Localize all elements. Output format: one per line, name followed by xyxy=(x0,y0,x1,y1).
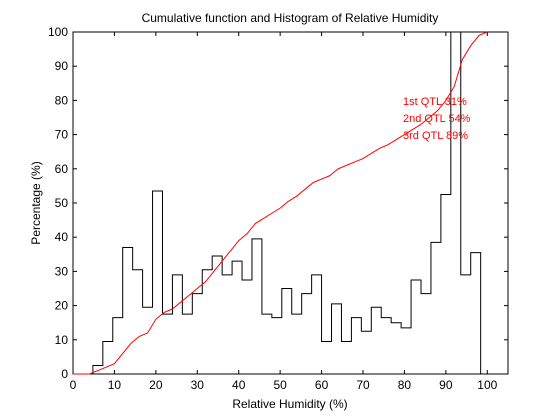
y-tick-label: 60 xyxy=(55,162,69,176)
histogram-bar xyxy=(302,294,312,374)
x-tick-label: 60 xyxy=(315,378,329,392)
histogram-bar xyxy=(332,304,342,374)
cumulative-line xyxy=(73,31,488,375)
histogram-bar xyxy=(93,365,103,374)
histogram-bar xyxy=(341,342,351,374)
x-tick-label: 0 xyxy=(70,378,77,392)
histogram-bar xyxy=(123,247,133,374)
histogram-bar xyxy=(371,307,381,374)
x-axis-label: Relative Humidity (%) xyxy=(232,397,347,411)
histogram-series xyxy=(92,31,491,375)
histogram-bar xyxy=(222,275,232,374)
histogram-bar xyxy=(143,307,153,374)
histogram-bar xyxy=(262,314,272,374)
y-tick-label: 50 xyxy=(55,196,69,210)
histogram-bar xyxy=(182,314,192,374)
histogram-bar xyxy=(381,318,391,374)
y-tick-label: 20 xyxy=(55,299,69,313)
histogram-bar xyxy=(411,280,421,374)
histogram-bar xyxy=(451,32,461,374)
histogram-bar xyxy=(421,294,431,374)
histogram-bar xyxy=(322,342,332,374)
x-tick-label: 70 xyxy=(356,378,370,392)
histogram-bar xyxy=(391,323,401,374)
y-axis: 0 10 20 30 40 50 60 70 80 90 100 xyxy=(48,25,508,381)
histogram-bar xyxy=(401,328,411,374)
x-tick-label: 80 xyxy=(398,378,412,392)
histogram-bar xyxy=(232,261,242,374)
quantile-annotation: 2nd QTL 54% xyxy=(403,113,471,125)
histogram-bar xyxy=(202,270,212,374)
quantile-annotation: 1st QTL 31% xyxy=(403,96,467,108)
plot-area xyxy=(72,31,509,375)
histogram-bar xyxy=(212,256,222,374)
histogram-bar xyxy=(172,275,182,374)
x-axis: 0 10 20 30 40 50 60 70 80 90 100 xyxy=(70,32,498,392)
histogram-bar xyxy=(272,318,282,374)
chart-title: Cumulative function and Histogram of Rel… xyxy=(142,11,439,25)
quantile-annotations: 1st QTL 31% 2nd QTL 54% 3rd QTL 89% xyxy=(403,96,471,142)
histogram-bar xyxy=(292,314,302,374)
histogram-bar xyxy=(461,275,471,374)
histogram-bar xyxy=(162,314,172,374)
histogram-bar xyxy=(282,289,292,375)
quantile-annotation: 3rd QTL 89% xyxy=(403,130,468,142)
histogram-bar xyxy=(431,242,441,374)
histogram-bar xyxy=(153,191,163,374)
x-tick-label: 40 xyxy=(232,378,246,392)
x-tick-label: 30 xyxy=(191,378,205,392)
y-tick-label: 30 xyxy=(55,264,69,278)
x-tick-label: 10 xyxy=(108,378,122,392)
histogram-outline xyxy=(92,31,491,375)
y-tick-label: 10 xyxy=(55,333,69,347)
y-tick-label: 90 xyxy=(55,59,69,73)
x-tick-label: 50 xyxy=(273,378,287,392)
y-axis-label: Percentage (%) xyxy=(29,161,43,244)
y-tick-label: 70 xyxy=(55,128,69,142)
y-tick-label: 0 xyxy=(61,367,68,381)
histogram-bar xyxy=(192,294,202,374)
histogram-bar xyxy=(471,253,481,374)
histogram-bar xyxy=(351,318,361,374)
y-tick-label: 100 xyxy=(48,25,68,39)
histogram-bar xyxy=(103,342,113,374)
histogram-bar xyxy=(113,318,123,374)
cumulative-series xyxy=(73,31,488,375)
y-tick-label: 40 xyxy=(55,230,69,244)
histogram-bar xyxy=(441,194,451,374)
x-tick-label: 90 xyxy=(439,378,453,392)
histogram-bar xyxy=(252,239,262,374)
y-tick-label: 80 xyxy=(55,93,69,107)
x-tick-label: 100 xyxy=(477,378,497,392)
histogram-bar xyxy=(361,331,371,374)
histogram-bar xyxy=(242,280,252,374)
histogram-bar xyxy=(133,270,143,374)
histogram-bar xyxy=(312,275,322,374)
x-tick-label: 20 xyxy=(149,378,163,392)
